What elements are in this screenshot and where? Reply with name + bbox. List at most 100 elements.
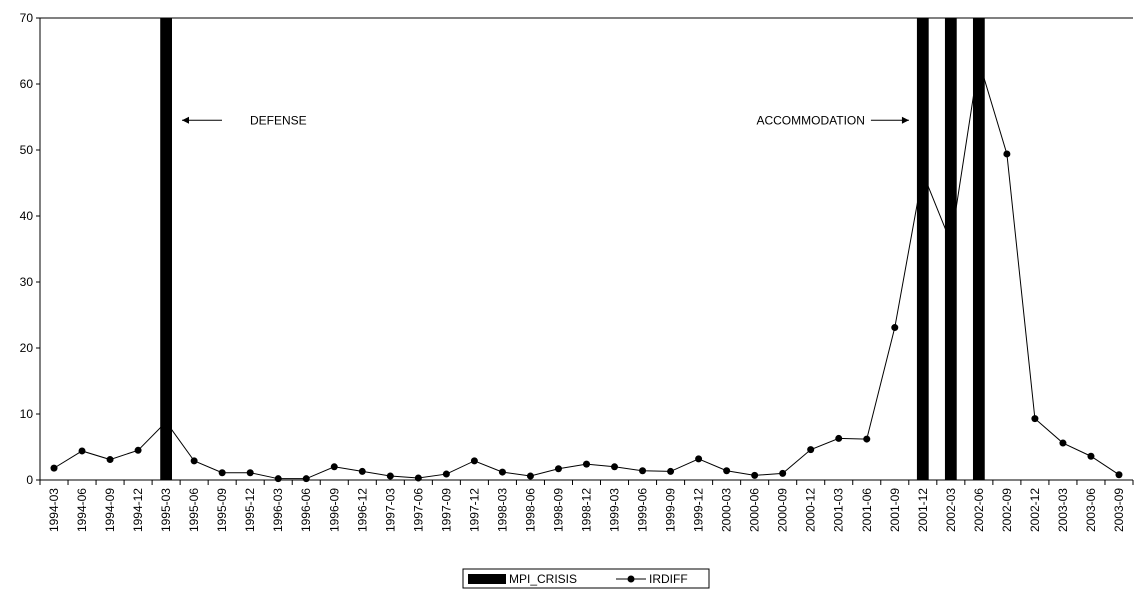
irdiff-point (1003, 150, 1011, 158)
irdiff-point (807, 446, 815, 454)
x-tick-label: 1996-12 (355, 488, 369, 532)
irdiff-point (162, 418, 170, 426)
irdiff-point (1087, 452, 1095, 460)
x-tick-label: 2000-06 (748, 488, 762, 532)
mpi-crisis-bar (160, 18, 173, 480)
x-tick-label: 2000-12 (804, 488, 818, 532)
annotations: DEFENSE ACCOMMODATION (182, 113, 909, 127)
irdiff-point (106, 456, 114, 464)
irdiff-point (751, 471, 759, 479)
irdiff-point (330, 463, 338, 471)
irdiff-point (442, 470, 450, 478)
irdiff-point (526, 472, 534, 480)
x-tick-label: 1996-09 (327, 488, 341, 532)
legend-swatch-mpi-crisis (468, 574, 506, 584)
x-tick-label: 1997-03 (383, 488, 397, 532)
x-tick-label: 1994-03 (47, 488, 61, 532)
x-tick-label: 1996-03 (271, 488, 285, 532)
irdiff-point (611, 463, 619, 471)
legend-label-mpi-crisis: MPI_CRISIS (509, 572, 577, 586)
irdiff-point (1031, 415, 1039, 423)
x-tick-label: 1996-06 (299, 488, 313, 532)
x-tick-label: 2001-09 (888, 488, 902, 532)
y-tick-label: 0 (26, 473, 33, 487)
irdiff-point (947, 238, 955, 246)
x-tick-label: 1999-09 (664, 488, 678, 532)
irdiff-point (554, 465, 562, 473)
irdiff-point (302, 475, 310, 483)
irdiff-point (470, 457, 478, 465)
irdiff-point (835, 434, 843, 442)
x-tick-label: 1995-12 (243, 488, 257, 532)
x-tick-label: 2001-12 (916, 488, 930, 532)
irdiff-point (1059, 439, 1067, 447)
x-tick-label: 2003-06 (1084, 488, 1098, 532)
x-tick-label: 1997-12 (467, 488, 481, 532)
x-tick-label: 2001-03 (832, 488, 846, 532)
irdiff-point (274, 475, 282, 483)
x-tick-label: 2002-03 (944, 488, 958, 532)
legend-marker-irdiff (627, 575, 635, 583)
x-tick-label: 1999-06 (636, 488, 650, 532)
annotation-defense: DEFENSE (250, 113, 307, 127)
legend-label-irdiff: IRDIFF (649, 572, 688, 586)
x-tick-label: 2002-09 (1000, 488, 1014, 532)
y-tick-label: 10 (20, 407, 34, 421)
x-axis: 1994-03 1994-06 1994-09 1994-12 1995-03 1995-… (39, 479, 1134, 532)
x-tick-label: 2000-03 (720, 488, 734, 532)
x-tick-label: 2002-12 (1028, 488, 1042, 532)
mpi-crisis-bar (972, 18, 985, 480)
y-tick-label: 20 (20, 341, 34, 355)
x-tick-label: 2003-03 (1056, 488, 1070, 532)
irdiff-point (891, 324, 899, 332)
irdiff-point (190, 457, 198, 465)
annotation-accommodation: ACCOMMODATION (756, 113, 864, 127)
mpi-crisis-bar (916, 18, 929, 480)
x-tick-label: 2003-09 (1112, 488, 1126, 532)
x-tick-label: 1999-03 (608, 488, 622, 532)
irdiff-point (386, 472, 394, 480)
y-tick-label: 30 (20, 275, 34, 289)
x-tick-label: 2000-09 (776, 488, 790, 532)
x-tick-label: 1997-09 (439, 488, 453, 532)
irdiff-point (1115, 471, 1123, 479)
irdiff-point (583, 460, 590, 468)
irdiff-point (134, 446, 142, 454)
x-tick-label: 1994-12 (131, 488, 145, 532)
irdiff-point (358, 467, 366, 475)
y-tick-label: 50 (20, 143, 34, 157)
x-tick-label: 2002-06 (972, 488, 986, 532)
irdiff-point (695, 455, 703, 463)
x-tick-label: 1997-06 (411, 488, 425, 532)
legend-box (462, 568, 710, 589)
irdiff-point (779, 469, 787, 477)
x-tick-label: 1995-06 (187, 488, 201, 532)
irdiff-point (639, 467, 647, 475)
irdiff-point (498, 468, 506, 476)
mpi-crisis-bar (944, 18, 957, 480)
irdiff-point (863, 435, 871, 443)
legend: MPI_CRISIS IRDIFF (462, 568, 710, 589)
crisis-bars (160, 18, 985, 480)
x-tick-label: 1994-06 (75, 488, 89, 532)
y-tick-label: 40 (20, 209, 34, 223)
annotation-arrowhead (901, 116, 909, 124)
y-tick-label: 70 (20, 11, 34, 25)
irdiff-point (50, 464, 58, 472)
irdiff-point (723, 467, 731, 475)
x-tick-label: 1999-12 (692, 488, 706, 532)
irdiff-point (246, 469, 254, 477)
irdiff-path (53, 60, 1120, 480)
annotation-arrowhead (182, 116, 190, 124)
x-tick-label: 1994-09 (103, 488, 117, 532)
x-tick-label: 1998-06 (523, 488, 537, 532)
irdiff-point (78, 447, 86, 455)
x-tick-label: 1998-09 (551, 488, 565, 532)
y-axis: 0 10 20 30 40 50 60 70 (20, 11, 41, 487)
irdiff-point (667, 467, 675, 475)
x-tick-label: 2001-06 (860, 488, 874, 532)
y-tick-label: 60 (20, 77, 34, 91)
x-tick-label: 1998-12 (580, 488, 594, 532)
x-tick-label: 1995-03 (159, 488, 173, 532)
